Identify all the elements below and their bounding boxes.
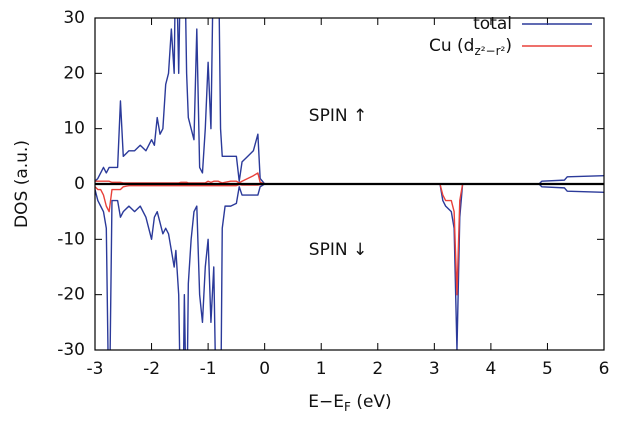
- x-tick-label: 6: [599, 359, 610, 379]
- dos-line: [95, 18, 604, 185]
- legend-label: total: [473, 14, 512, 34]
- y-tick-label: -20: [57, 285, 85, 305]
- dos-line: [95, 183, 604, 296]
- x-tick-label: 5: [542, 359, 553, 379]
- y-tick-label: 10: [63, 119, 85, 139]
- x-tick-label: -2: [143, 359, 160, 379]
- x-tick-label: 4: [485, 359, 496, 379]
- plot-area: [95, 18, 604, 350]
- y-tick-label: 30: [63, 8, 85, 28]
- dos-line: [95, 172, 604, 185]
- x-axis-label: E−EF (eV): [308, 392, 391, 414]
- y-axis-label: DOS (a.u.): [12, 140, 32, 228]
- x-tick-label: 2: [372, 359, 383, 379]
- legend-label: Cu (dz²−r²): [429, 36, 512, 58]
- annotation: SPIN ↓: [309, 240, 367, 260]
- y-tick-label: -10: [57, 229, 85, 249]
- y-tick-label: -30: [57, 340, 85, 360]
- x-tick-label: 0: [259, 359, 270, 379]
- y-tick-label: 0: [74, 174, 85, 194]
- x-tick-label: -3: [87, 359, 104, 379]
- dos-line: [95, 183, 604, 350]
- y-tick-label: 20: [63, 63, 85, 83]
- annotation: SPIN ↑: [309, 106, 367, 126]
- x-tick-label: 3: [429, 359, 440, 379]
- x-tick-label: 1: [316, 359, 327, 379]
- x-tick-label: -1: [200, 359, 217, 379]
